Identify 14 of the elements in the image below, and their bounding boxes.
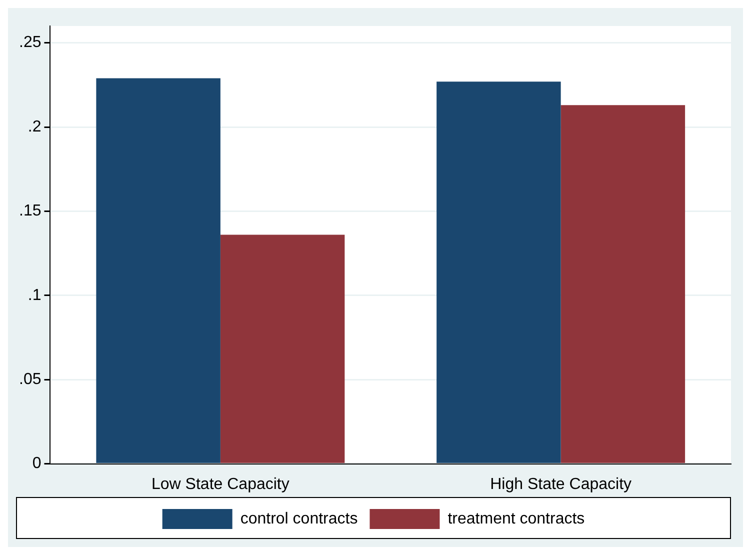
y-tick-label: 0	[32, 455, 42, 472]
y-tick-label: .05	[18, 371, 42, 388]
bar	[560, 105, 686, 464]
x-tick-label: Low State Capacity	[152, 476, 290, 493]
x-tick-label: High State Capacity	[490, 476, 632, 493]
legend-label: control contracts	[240, 510, 358, 528]
y-tick-label: .2	[28, 118, 42, 136]
y-tick-label: .1	[28, 286, 42, 304]
bar	[96, 78, 220, 464]
y-tick-label: .25	[18, 34, 42, 52]
bar	[220, 234, 345, 464]
legend-label: treatment contracts	[448, 510, 585, 528]
y-tick-label: .15	[18, 202, 42, 220]
bar	[436, 82, 561, 464]
